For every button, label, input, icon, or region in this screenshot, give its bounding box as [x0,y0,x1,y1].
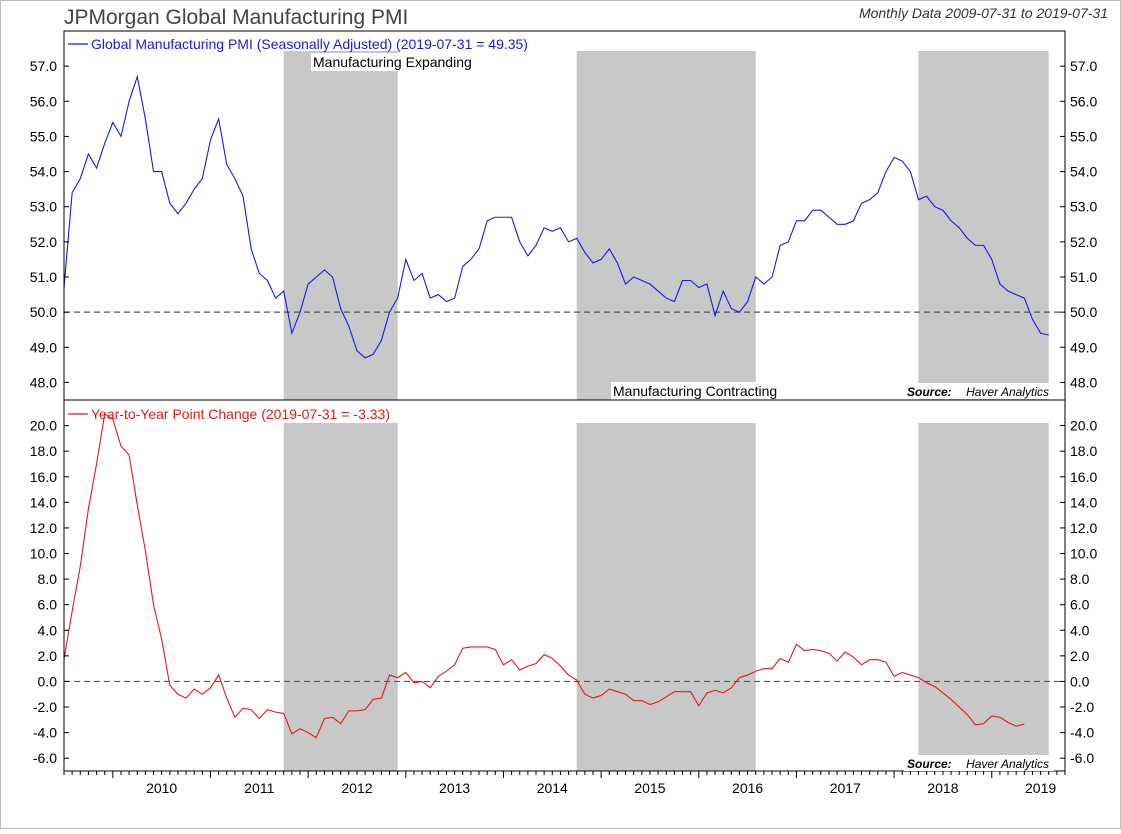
p2-ytick-label-left: 14.0 [30,494,57,510]
p2-ytick-label-left: 2.0 [38,648,58,664]
x-year-label: 2011 [244,780,274,796]
p2-ytick-label-right: 12.0 [1070,520,1097,536]
chart-title: JPMorgan Global Manufacturing PMI [64,6,408,29]
p1-ytick-label-right: 57.0 [1070,58,1097,74]
p1-ytick-label-right: 56.0 [1070,93,1097,109]
p2-ytick-label-right: 16.0 [1070,469,1097,485]
p1-ytick-label-right: 54.0 [1070,164,1097,180]
p1-ytick-label-right: 48.0 [1070,374,1097,390]
p2-shaded-period-3 [918,423,1049,771]
x-year-label: 2016 [732,780,763,796]
p2-source-label: Source: [907,757,952,771]
p2-source-bg [904,755,1054,771]
p2-ytick-label-right: -4.0 [1070,725,1094,741]
p2-shaded-period-1 [283,423,398,771]
p2-ytick-label-left: 4.0 [38,622,58,638]
p1-y-axis: 48.0 48.0 49.0 49.0 50.0 50.0 51.0 51.0 52.0 52.0… [30,58,1098,390]
p2-ytick-label-right: 6.0 [1070,597,1090,613]
p1-ytick-label-left: 48.0 [30,374,57,390]
p1-ytick-label-right: 49.0 [1070,339,1097,355]
p1-ytick-label-right: 55.0 [1070,128,1097,144]
p1-ytick-label-left: 54.0 [30,164,57,180]
p2-ytick-label-left: 6.0 [38,597,58,613]
p2-ytick-label-left: 18.0 [30,443,57,459]
p2-ytick-label-right: 10.0 [1070,546,1097,562]
x-year-label: 2017 [830,780,861,796]
p2-ytick-label-left: 8.0 [38,571,58,587]
p1-ytick-label-right: 53.0 [1070,199,1097,215]
p2-ytick-label-right: 8.0 [1070,571,1090,587]
p1-shaded-period-2 [576,51,756,400]
yoy-series-line [63,413,1025,739]
p1-ytick-label-left: 57.0 [30,58,57,74]
p2-shaded-period-2 [576,423,756,771]
contracting-annotation: Manufacturing Contracting [613,383,777,399]
p1-ytick-label-left: 51.0 [30,269,57,285]
p2-ytick-label-right: -2.0 [1070,699,1094,715]
contracting-label-bg [611,382,795,400]
p2-ytick-label-left: -6.0 [33,750,57,766]
p1-source-bg [904,383,1054,399]
p2-shaded-periods [283,423,1049,771]
x-year-label: 2019 [1025,780,1056,796]
p2-ytick-label-left: -2.0 [33,699,57,715]
p2-ytick-label-left: -4.0 [33,725,57,741]
p1-shaded-period-1 [283,51,398,400]
x-year-label: 2015 [634,780,665,796]
expanding-annotation: Manufacturing Expanding [313,54,472,70]
p2-ytick-label-right: 20.0 [1070,418,1097,434]
p2-ytick-label-right: 0.0 [1070,673,1090,689]
expanding-label-bg [311,53,484,71]
p2-source-name: Haver Analytics [966,757,1049,771]
p2-ytick-label-right: 18.0 [1070,443,1097,459]
pmi-panel: 48.0 48.0 49.0 49.0 50.0 50.0 51.0 51.0 52.0 52.0… [30,30,1098,401]
p1-ytick-label-right: 50.0 [1070,304,1097,320]
p2-ytick-label-left: 12.0 [30,520,57,536]
pmi-legend-label: Global Manufacturing PMI (Seasonally Adj… [91,36,528,52]
x-year-label: 2012 [341,780,372,796]
x-year-label: 2014 [537,780,568,796]
p1-ytick-label-right: 52.0 [1070,234,1097,250]
p1-shaded-periods [283,51,1049,400]
date-range-label: Monthly Data 2009-07-31 to 2019-07-31 [859,5,1108,21]
p2-ytick-label-right: 2.0 [1070,648,1090,664]
p2-ytick-label-left: 10.0 [30,546,57,562]
p1-ytick-label-left: 49.0 [30,339,57,355]
p1-ytick-label-left: 50.0 [30,304,57,320]
p2-ytick-label-right: -6.0 [1070,750,1094,766]
pmi-series-line [63,74,1049,359]
p2-ytick-label-left: 16.0 [30,469,57,485]
p1-source-label: Source: [907,385,952,399]
p1-shaded-period-3 [918,51,1049,400]
p1-ytick-label-left: 55.0 [30,128,57,144]
yoy-legend-label: Year-to-Year Point Change (2019-07-31 = … [91,406,390,422]
p1-ytick-label-left: 52.0 [30,234,57,250]
p1-ytick-label-left: 53.0 [30,199,57,215]
x-axis: 2010 2011 2012 2013 2014 2015 2016 2017 2018 2019 [63,771,1066,796]
p2-ytick-label-right: 4.0 [1070,622,1090,638]
p2-ytick-label-left: 20.0 [30,418,57,434]
p2-ytick-label-left: 0.0 [38,673,58,689]
x-year-label: 2010 [146,780,177,796]
p1-ytick-label-left: 56.0 [30,93,57,109]
p1-source-name: Haver Analytics [966,385,1049,399]
x-year-label: 2018 [927,780,958,796]
yoy-panel: -6.0 -6.0 -4.0 -4.0 -2.0 -2.0 0.0 0.0 2.0 2.0 4.0 4… [30,399,1098,772]
p2-ytick-label-right: 14.0 [1070,494,1097,510]
x-year-label: 2013 [439,780,470,796]
p2-plot-border [63,399,1066,772]
p2-y-axis: -6.0 -6.0 -4.0 -4.0 -2.0 -2.0 0.0 0.0 2.0 2.0 4.0 4… [30,418,1098,767]
p1-ytick-label-right: 51.0 [1070,269,1097,285]
